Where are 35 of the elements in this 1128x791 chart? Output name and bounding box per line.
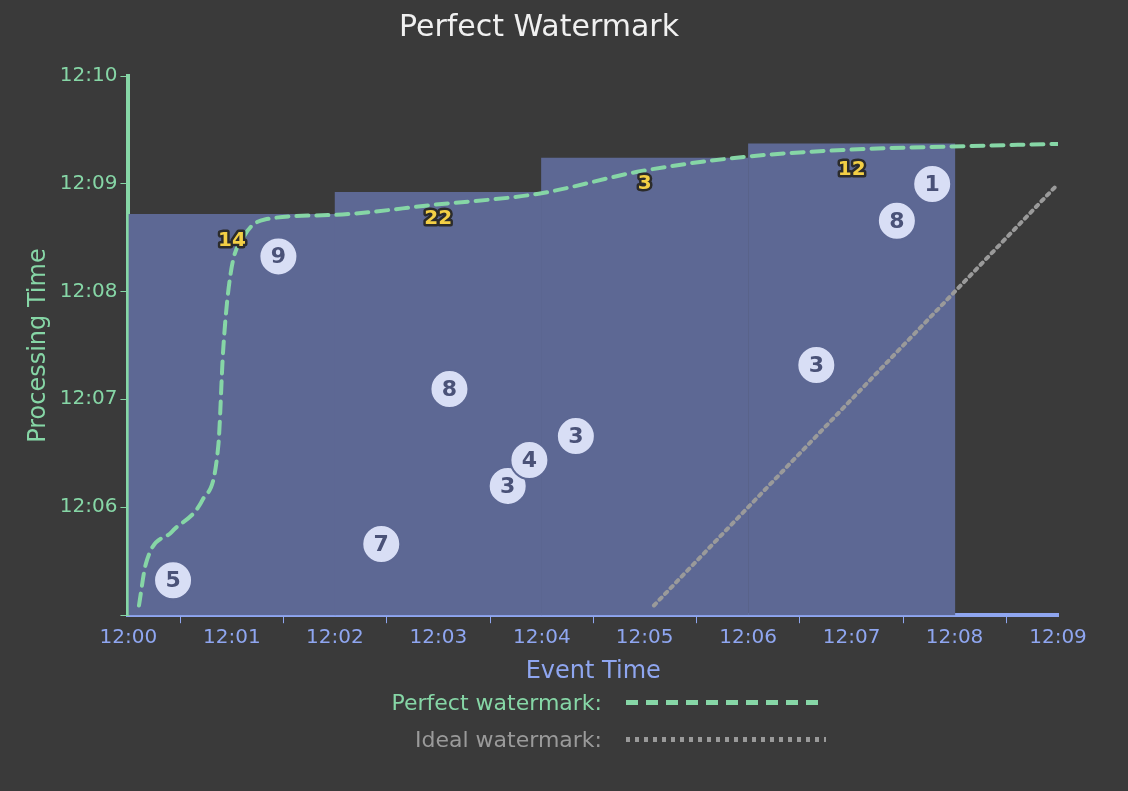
y-axis-title: Processing Time — [22, 248, 51, 443]
text: Ideal watermark: — [414, 727, 602, 752]
x-tick-label: 12:01 — [203, 624, 261, 649]
y-tick-label: 12:06 — [59, 493, 118, 518]
line-series — [136, 141, 1058, 608]
annotation: 3 — [808, 351, 824, 377]
annotation: 1 — [924, 170, 940, 196]
y-tick-label: 12:09 — [59, 170, 118, 195]
y-tick-label: 12:10 — [59, 62, 118, 87]
annotation: 3 — [500, 472, 516, 498]
y-tick-label: 12:07 — [59, 385, 118, 410]
annotation: 8 — [889, 207, 905, 233]
x-tick-label: 12:07 — [822, 624, 881, 649]
x-tick-label: 12:04 — [512, 624, 571, 649]
chart-title: Perfect Watermark — [398, 7, 680, 43]
annotation: 8 — [441, 375, 458, 401]
x-tick-label: 12:09 — [1029, 624, 1087, 649]
x-tick-label: 12:00 — [99, 624, 158, 649]
annotation: 3 — [568, 422, 584, 448]
x-tick-label: 12:08 — [925, 624, 984, 649]
x-tick-label: 12:06 — [719, 624, 777, 649]
x-tick-label: 12:03 — [409, 624, 468, 649]
annotation: 7 — [373, 530, 389, 556]
text: Perfect watermark: — [390, 690, 602, 715]
annotation: 3 — [637, 170, 652, 195]
annotation: 5 — [165, 567, 181, 593]
annotation: 9 — [270, 243, 287, 269]
annotation: 4 — [521, 446, 538, 472]
x-axis-title: Event Time — [525, 655, 661, 684]
annotation: 12 — [837, 156, 866, 181]
annotation: 22 — [424, 204, 453, 229]
x-tick-label: 12:05 — [615, 624, 674, 649]
annotation: 14 — [218, 226, 246, 251]
x-tick-label: 12:02 — [305, 624, 364, 649]
y-tick-label: 12:08 — [59, 278, 118, 303]
